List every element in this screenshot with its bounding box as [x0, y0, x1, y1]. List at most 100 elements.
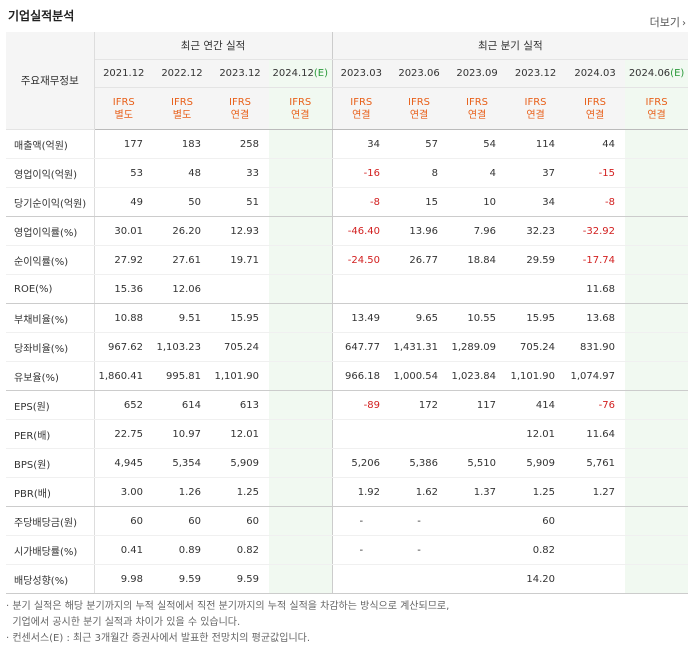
cell-value: [269, 506, 333, 536]
section-header: 기업실적분석 더보기 ›: [0, 0, 694, 30]
cell-value: -46.40: [332, 216, 391, 246]
cell-value: [625, 477, 689, 507]
period-header: 2023.09: [448, 59, 507, 88]
cell-value: 117: [448, 390, 507, 420]
period-header: 2024.03: [565, 59, 626, 88]
cell-value: 60: [211, 506, 269, 536]
cell-value: 15.36: [94, 274, 153, 304]
cell-value: [269, 187, 333, 217]
corner-label: 주요재무정보: [6, 32, 95, 130]
cell-value: 9.59: [211, 564, 269, 594]
period-label: 2022.12: [161, 68, 203, 79]
cell-value: [625, 274, 689, 304]
cell-value: 12.01: [506, 419, 566, 449]
table-row: 매출액(억원) 177 183 258 34 57 54 114 44: [6, 129, 689, 159]
cell-value: [269, 303, 333, 333]
table-row: 영업이익률(%) 30.01 26.20 12.93 -46.40 13.96 7.96 32…: [6, 216, 689, 246]
standard-name: IFRS: [289, 96, 312, 108]
cell-value: [269, 274, 333, 304]
table-row: 주당배당금(원) 60 60 60- -60: [6, 506, 689, 536]
cell-value: 652: [94, 390, 153, 420]
cell-value: [625, 448, 689, 478]
cell-value: 13.96: [390, 216, 449, 246]
cell-value: [390, 564, 449, 594]
period-label: 2023.09: [456, 68, 498, 79]
cell-value: 27.92: [94, 245, 153, 275]
table-row: 순이익률(%) 27.92 27.61 19.71 -24.50 26.77 18.84 29…: [6, 245, 689, 275]
cell-value: 4,945: [94, 448, 153, 478]
cell-value: [269, 361, 333, 391]
cell-value: 183: [153, 129, 211, 159]
cell-value: 1,431.31: [390, 332, 449, 362]
cell-value: -32.92: [565, 216, 626, 246]
standard-name: IFRS: [229, 96, 251, 108]
cell-value: 5,909: [506, 448, 566, 478]
cell-value: 1.26: [153, 477, 211, 507]
cell-value: 60: [94, 506, 153, 536]
period-label: 2024.12: [272, 68, 314, 79]
cell-value: 37: [506, 158, 566, 188]
period-label: 2021.12: [103, 68, 145, 79]
accounting-standard: IFRS 연결: [269, 87, 333, 130]
row-label: 당기순이익(억원): [6, 187, 95, 217]
period-header: 2022.12: [153, 59, 211, 88]
cell-value: 53: [94, 158, 153, 188]
cell-value: 15.95: [506, 303, 566, 333]
cell-value: [269, 448, 333, 478]
table-row: 배당성향(%) 9.98 9.59 9.59 14.20: [6, 564, 689, 594]
cell-value: 30.01: [94, 216, 153, 246]
period-header: 2023.03: [332, 59, 391, 88]
cell-value: [269, 129, 333, 159]
cell-value: 50: [153, 187, 211, 217]
cell-value: -16: [332, 158, 391, 188]
cell-value: [565, 564, 626, 594]
cell-value: -24.50: [332, 245, 391, 275]
standard-name: IFRS: [584, 96, 607, 108]
cell-value: 966.18: [332, 361, 391, 391]
accounting-standard: IFRS 연결: [390, 87, 449, 130]
row-label: PER(배): [6, 419, 95, 449]
cell-value: 9.59: [153, 564, 211, 594]
row-label: BPS(원): [6, 448, 95, 478]
cell-value: [269, 216, 333, 246]
period-label: 2024.06: [628, 68, 671, 79]
cell-value: 967.62: [94, 332, 153, 362]
cell-value: 10: [448, 187, 507, 217]
cell-value: 10.88: [94, 303, 153, 333]
cell-value: 29.59: [506, 245, 566, 275]
cell-value: [269, 477, 333, 507]
cell-value: 995.81: [153, 361, 211, 391]
cell-value: 27.61: [153, 245, 211, 275]
cell-value: 831.90: [565, 332, 626, 362]
row-label: 매출액(억원): [6, 129, 95, 159]
accounting-standard: IFRS 연결: [332, 87, 391, 130]
cell-value: 54: [448, 129, 507, 159]
period-header: 2024.06(E): [625, 59, 689, 88]
row-label: 영업이익(억원): [6, 158, 95, 188]
cell-value: 33: [211, 158, 269, 188]
cell-value: [565, 506, 626, 536]
cell-value: [448, 419, 507, 449]
cell-value: 1,860.41: [94, 361, 153, 391]
period-label: 2024.03: [574, 68, 616, 79]
cell-value: [269, 419, 333, 449]
cell-value: 1,103.23: [153, 332, 211, 362]
table-row: 유보율(%) 1,860.41 995.81 1,101.90 966.18 1,000.…: [6, 361, 689, 391]
financial-table: 주요재무정보 최근 연간 실적 최근 분기 실적 2021.12 2022.12 2…: [6, 32, 689, 594]
standard-name: IFRS: [645, 96, 668, 108]
cell-value: 11.68: [565, 274, 626, 304]
more-label: 더보기: [649, 16, 680, 29]
cell-value: 5,510: [448, 448, 507, 478]
standard-name: IFRS: [171, 96, 193, 108]
more-link[interactable]: 더보기 ›: [650, 14, 686, 30]
standard-type: 연결: [409, 109, 429, 121]
cell-value: 1,023.84: [448, 361, 507, 391]
table-row: PER(배) 22.75 10.97 12.01 12.01 11.64: [6, 419, 689, 449]
accounting-standard: IFRS 연결: [211, 87, 269, 130]
group-quarter: 최근 분기 실적: [332, 32, 689, 60]
cell-value: 5,909: [211, 448, 269, 478]
cell-value: 1.25: [506, 477, 566, 507]
cell-value: 3.00: [94, 477, 153, 507]
cell-value: [211, 274, 269, 304]
standard-type: 연결: [526, 109, 545, 121]
